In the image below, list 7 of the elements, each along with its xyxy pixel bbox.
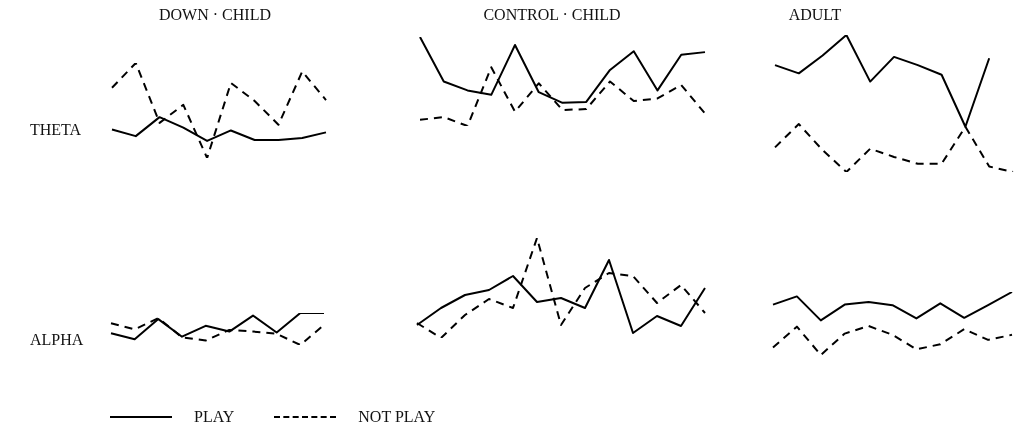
legend-label: NOT PLAY xyxy=(358,408,436,426)
chart-title: CONTROL · CHILD xyxy=(483,6,621,24)
y-axis-title: ALPHA xyxy=(30,331,84,349)
chart-title: ADULT xyxy=(788,6,842,24)
legend-label: PLAY xyxy=(194,408,235,426)
chart-title: DOWN · CHILD xyxy=(159,6,271,24)
y-axis-title: THETA xyxy=(30,121,82,139)
